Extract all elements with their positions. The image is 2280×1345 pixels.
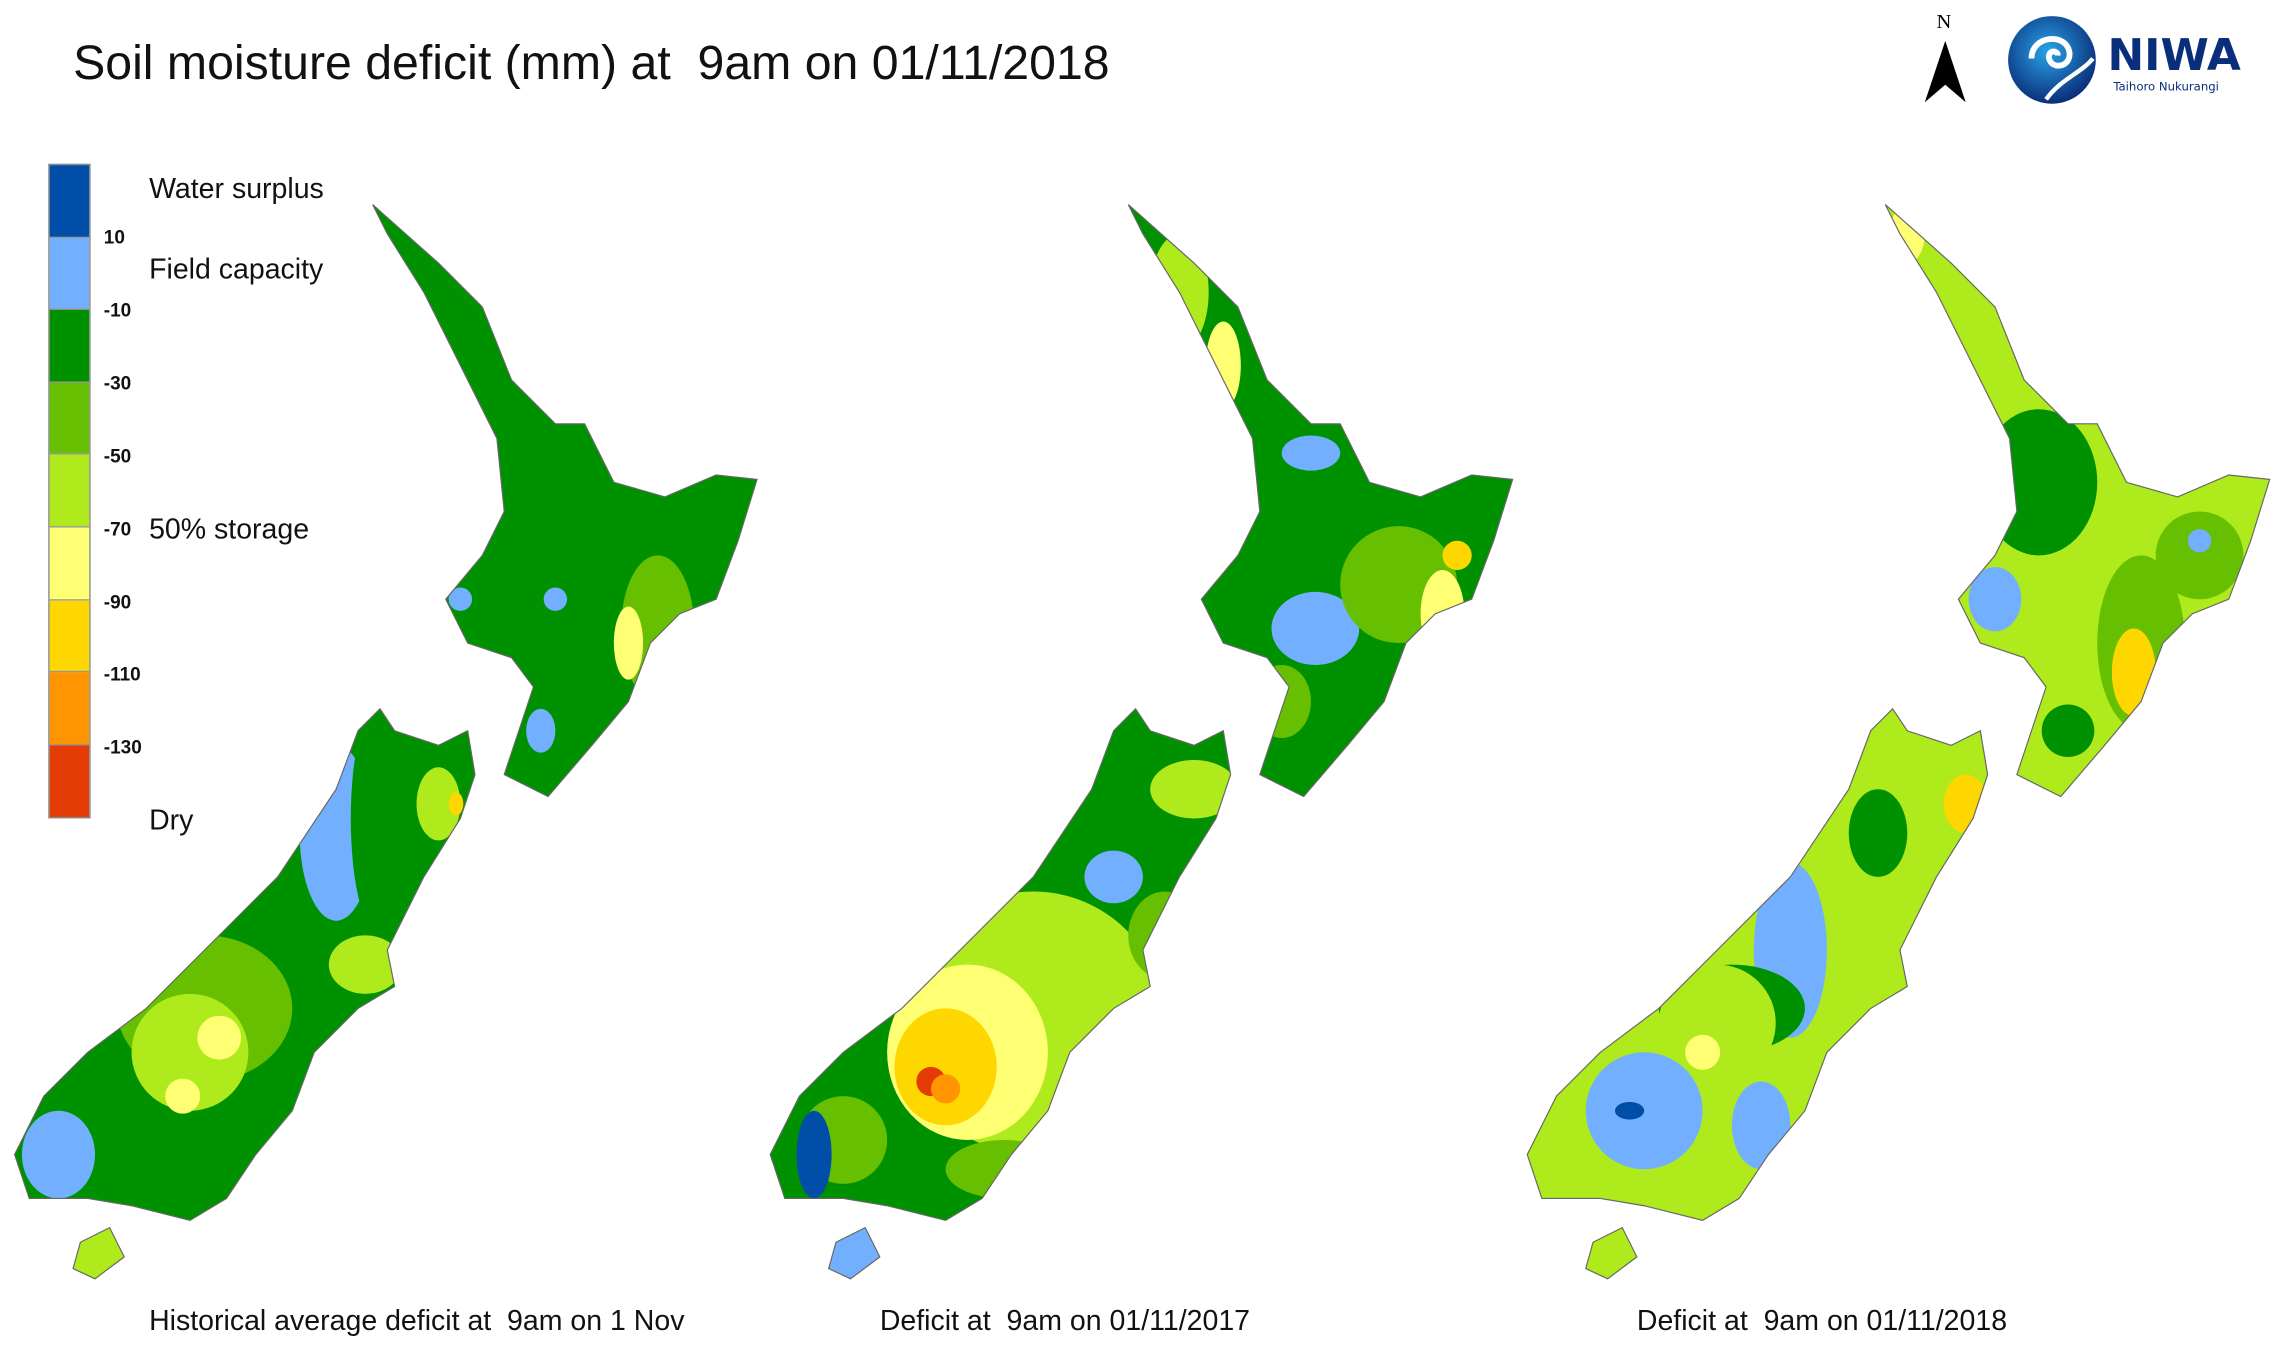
north-island-coastline <box>1884 204 2271 798</box>
legend-tick: -50 <box>103 445 132 467</box>
moisture-zone <box>1252 664 1311 739</box>
map-historical-average <box>13 204 758 1280</box>
moisture-zone <box>1150 759 1238 819</box>
north-island <box>372 204 758 797</box>
moisture-zone <box>1943 774 1988 834</box>
legend-tick: -90 <box>103 591 132 614</box>
caption-2018: Deficit at 9am on 01/11/2018 <box>1636 1305 2008 1338</box>
moisture-zone <box>1614 1101 1645 1120</box>
legend-tick: -130 <box>103 735 142 758</box>
north-island <box>1128 204 1513 797</box>
moisture-zone <box>2111 628 2156 717</box>
legend-swatch <box>49 382 90 456</box>
south-island <box>770 708 1238 1221</box>
legend-tick: -30 <box>103 371 132 394</box>
moisture-zone <box>448 792 464 816</box>
legend-swatch <box>49 600 90 673</box>
moisture-zone <box>2187 529 2212 553</box>
legend-swatch <box>49 527 90 601</box>
south-island <box>1527 708 1988 1221</box>
stewart-island <box>827 1226 881 1280</box>
legend-label-dry: Dry <box>149 804 194 837</box>
map-2017 <box>769 204 1514 1280</box>
legend-label-field-capacity: Field capacity <box>149 253 324 286</box>
north-arrow: N <box>1917 12 1970 106</box>
north-arrow-icon <box>1924 40 1966 103</box>
moisture-zone <box>613 606 644 680</box>
south-island <box>14 701 475 1221</box>
moisture-zone <box>350 701 410 936</box>
moisture-zone <box>1271 591 1360 665</box>
north-island-fill <box>372 204 758 797</box>
niwa-logo-icon: NIWA Taihoro Nukurangi <box>2008 16 2241 104</box>
moisture-zone <box>1892 891 1952 980</box>
niwa-logo: NIWA Taihoro Nukurangi <box>2002 15 2265 106</box>
svg-text:Taihoro Nukurangi: Taihoro Nukurangi <box>2112 80 2219 94</box>
moisture-zone <box>328 935 402 994</box>
moisture-zone <box>1980 409 2098 556</box>
stewart-island <box>72 1226 125 1280</box>
south-island-coastline <box>13 707 476 1221</box>
moisture-zone <box>21 1110 95 1199</box>
moisture-zone <box>1848 789 1908 877</box>
moisture-zone <box>1205 321 1241 410</box>
moisture-zone <box>543 587 568 611</box>
moisture-zone <box>1731 1081 1791 1170</box>
legend-label-water-surplus: Water surplus <box>149 173 324 206</box>
moisture-zone <box>796 1110 832 1199</box>
svg-text:NIWA: NIWA <box>2107 30 2240 81</box>
south-island-coastline <box>769 707 1232 1221</box>
moisture-zone <box>1084 850 1143 904</box>
moisture-zone <box>416 767 461 841</box>
moisture-zone <box>2041 704 2095 758</box>
legend-swatch <box>49 237 90 311</box>
north-island-coastline <box>372 204 758 798</box>
moisture-zone <box>197 1015 242 1060</box>
legend-swatch <box>49 744 90 818</box>
moisture-zone <box>1442 540 1472 570</box>
moisture-zone <box>1420 569 1465 658</box>
north-island-coastline <box>1127 204 1514 798</box>
north-label: N <box>1936 11 1952 34</box>
stewart-island <box>1585 1226 1638 1280</box>
caption-2017: Deficit at 9am on 01/11/2017 <box>879 1305 1251 1338</box>
south-island-coastline <box>1526 707 1989 1221</box>
legend-tick: -10 <box>103 298 132 321</box>
moisture-zone <box>448 587 473 611</box>
legend-tick: 10 <box>103 225 125 248</box>
legend-swatch <box>49 310 90 383</box>
legend-colorbar <box>48 163 91 819</box>
moisture-zone <box>526 708 556 753</box>
caption-historical: Historical average deficit at 9am on 1 N… <box>149 1305 685 1338</box>
legend-tick: -110 <box>103 662 141 685</box>
moisture-zone <box>945 1139 1063 1199</box>
moisture-zone <box>1685 1034 1721 1070</box>
moisture-zone <box>2155 511 2244 600</box>
moisture-zone <box>930 1074 961 1104</box>
moisture-zone <box>1968 567 2022 632</box>
legend-swatch <box>49 165 90 238</box>
page-title: Soil moisture deficit (mm) at 9am on 01/… <box>73 35 1110 90</box>
legend-tick: -70 <box>103 518 132 541</box>
moisture-zone <box>1128 891 1202 980</box>
legend-swatch <box>49 455 90 528</box>
moisture-zone <box>894 1008 997 1126</box>
moisture-zone <box>165 1078 201 1114</box>
map-2018 <box>1526 204 2271 1280</box>
legend-label-50-storage: 50% storage <box>149 513 310 546</box>
moisture-zone <box>1281 435 1341 471</box>
legend-swatch <box>49 672 90 745</box>
north-island <box>1885 204 2270 797</box>
